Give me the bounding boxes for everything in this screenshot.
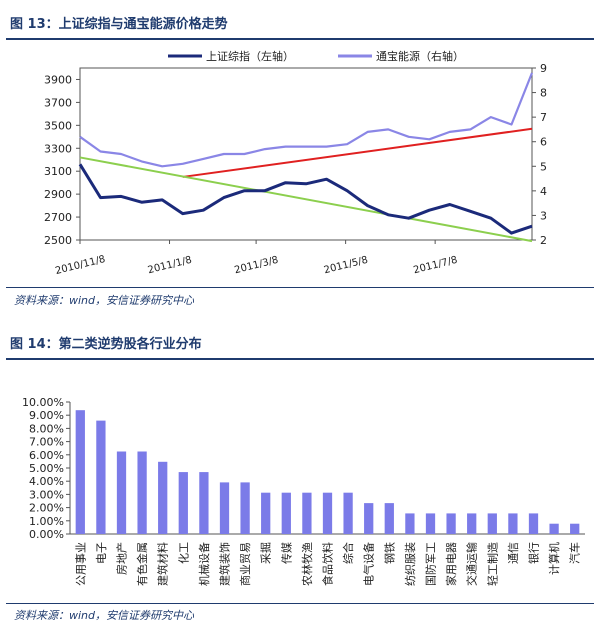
bar	[364, 503, 374, 534]
category-label: 家用电器	[444, 542, 458, 586]
bar	[158, 461, 168, 534]
left-axis-tick-label: 3100	[44, 165, 72, 178]
line-chart: 2500 2700 2900 3100 3300 3500 3700 3900 2 3 4 5 6 7 8 9…	[44, 49, 547, 277]
bar	[446, 513, 456, 534]
right-axis-tick-label: 8	[540, 87, 547, 100]
bar	[75, 410, 85, 534]
category-label: 化工	[176, 542, 190, 564]
left-axis-tick-label: 3700	[44, 96, 72, 109]
category-label: 建筑装饰	[218, 542, 232, 586]
right-axis-tick-label: 5	[540, 160, 547, 173]
right-axis-tick-label: 3	[540, 209, 547, 222]
category-label: 汽车	[568, 542, 582, 564]
bar	[199, 472, 209, 534]
bar-chart: 0.00%1.00%2.00%3.00%4.00%5.00%6.00%7.00%…	[22, 396, 585, 586]
left-axis-tick-label: 2900	[44, 188, 72, 201]
bar	[137, 451, 147, 534]
x-axis-tick-label: 2011/5/8	[323, 255, 369, 277]
right-axis-tick-label: 9	[540, 62, 547, 75]
figure13-source: 资料来源：wind，安信证券研究中心	[14, 294, 195, 307]
bar	[281, 492, 291, 534]
category-label: 商业贸易	[238, 542, 252, 586]
category-label: 建筑材料	[156, 542, 170, 586]
y-axis-tick-label: 4.00%	[29, 475, 64, 488]
trendline-red	[182, 127, 533, 178]
category-label: 电子	[95, 542, 108, 564]
category-label: 综合	[341, 542, 355, 564]
y-axis-tick-label: 6.00%	[29, 449, 64, 462]
category-label: 国防军工	[424, 542, 438, 586]
bar	[384, 503, 394, 534]
figure13-rule	[6, 38, 594, 40]
bar	[219, 482, 230, 534]
category-label: 传媒	[280, 542, 293, 564]
series-line-1	[78, 163, 533, 235]
x-axis-tick-label: 2010/11/8	[54, 254, 106, 277]
bar	[425, 513, 436, 534]
x-axis-tick-label: 2011/3/8	[233, 255, 279, 277]
bar	[302, 492, 312, 534]
y-axis-tick-label: 3.00%	[29, 488, 64, 501]
category-label: 房地产	[115, 542, 129, 575]
bar	[322, 492, 333, 534]
trendline-green	[79, 156, 533, 243]
figure14-source-rule	[6, 603, 594, 604]
bar	[467, 513, 477, 534]
left-axis-tick-label: 3500	[44, 119, 72, 132]
y-axis-tick-label: 10.00%	[22, 396, 64, 409]
plot-area	[79, 67, 533, 241]
series-line-2	[79, 72, 534, 168]
category-label: 银行	[527, 542, 541, 564]
figure14-source: 资料来源：wind，安信证券研究中心	[14, 609, 195, 622]
category-label: 计算机	[547, 542, 561, 575]
x-axis-tick-label: 2011/1/8	[147, 255, 193, 277]
left-axis-tick-label: 2500	[44, 234, 72, 247]
left-axis-tick-label: 3300	[44, 142, 72, 155]
y-axis-tick-label: 7.00%	[29, 436, 64, 449]
y-axis-tick-label: 9.00%	[29, 409, 64, 422]
figure14-rule	[6, 358, 594, 360]
category-label: 采掘	[259, 542, 273, 564]
y-axis-tick-label: 8.00%	[29, 422, 64, 435]
category-label: 交通运输	[465, 542, 479, 586]
category-label: 纺织服装	[403, 542, 417, 586]
left-axis-tick-label: 3900	[44, 73, 72, 86]
bar	[405, 513, 415, 534]
y-axis-tick-label: 2.00%	[29, 502, 64, 515]
y-axis-tick-label: 5.00%	[29, 462, 64, 475]
bar	[261, 492, 271, 534]
bar	[570, 523, 580, 534]
right-axis-tick-label: 7	[540, 111, 547, 124]
left-axis-tick-label: 2700	[44, 211, 72, 224]
figure13-title: 图 13：上证综指与通宝能源价格走势	[10, 17, 228, 32]
right-axis-tick-label: 2	[540, 234, 547, 247]
category-label: 有色金属	[135, 542, 149, 586]
bar	[96, 420, 106, 534]
legend-label-2: 通宝能源（右轴）	[376, 49, 464, 63]
right-axis-tick-label: 6	[540, 136, 547, 149]
category-label: 食品饮料	[321, 542, 335, 586]
figure13-source-rule	[6, 287, 594, 288]
category-label: 公用事业	[74, 542, 87, 586]
category-label: 机械设备	[197, 542, 211, 586]
y-axis-tick-label: 0.00%	[29, 528, 64, 541]
category-label: 轻工制造	[485, 542, 499, 586]
bar	[343, 492, 353, 534]
x-axis-tick-label: 2011/7/8	[412, 255, 458, 277]
right-axis-tick-label: 4	[540, 185, 547, 198]
category-label: 钢铁	[383, 542, 396, 564]
category-label: 电气设备	[362, 542, 376, 586]
bar	[528, 513, 539, 534]
bar	[116, 451, 127, 534]
bar	[549, 523, 559, 534]
bar	[240, 482, 250, 534]
bar	[487, 513, 497, 534]
bar	[178, 472, 188, 534]
category-label: 通信	[507, 542, 520, 564]
figure14-title: 图 14：第二类逆势股各行业分布	[10, 337, 202, 352]
category-label: 农林牧渔	[300, 542, 314, 586]
legend-label-1: 上证综指（左轴）	[206, 49, 294, 63]
y-axis-tick-label: 1.00%	[29, 515, 64, 528]
bar	[508, 513, 518, 534]
